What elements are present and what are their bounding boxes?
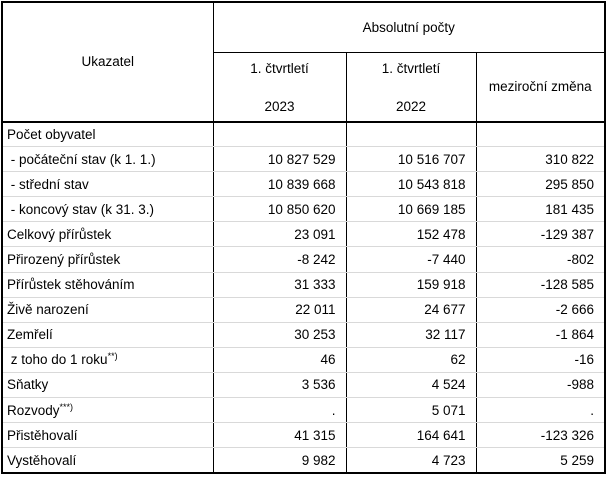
- cell-q1-2023: [212, 120, 347, 148]
- cell-q1-2023: -8 242: [212, 246, 347, 273]
- table-row-snatky: Sňatky 3 536 4 524 -988: [1, 371, 606, 399]
- header-group-absolute-counts: Absolutní počty: [212, 1, 606, 53]
- row-label: - počáteční stav (k 1. 1.): [1, 146, 214, 173]
- header-q1-2023-year: 2023: [264, 98, 295, 114]
- row-label-text: Rozvody: [7, 402, 60, 418]
- cell-change: -129 387: [475, 221, 606, 248]
- table-row-zive-narozeni: Živě narození 22 011 24 677 -2 666: [1, 296, 606, 323]
- row-label: Přirozený přírůstek: [1, 246, 214, 273]
- table-body: Počet obyvatel - počáteční stav (k 1. 1.…: [1, 120, 606, 474]
- cell-change: -1 864: [475, 321, 606, 348]
- row-label: Přírůstek stěhováním: [1, 271, 214, 298]
- row-label: Vystěhovalí: [1, 447, 214, 474]
- cell-change: 5 259: [475, 447, 606, 474]
- table-row-prirustek-stehovanim: Přírůstek stěhováním 31 333 159 918 -128…: [1, 271, 606, 298]
- cell-q1-2023: 23 091: [212, 221, 347, 248]
- cell-q1-2023: .: [212, 397, 347, 424]
- cell-q1-2022: 164 641: [345, 422, 477, 449]
- cell-change: -802: [475, 246, 606, 273]
- table-header: Ukazatel Absolutní počty 1. čtvrtletí 20…: [1, 1, 606, 123]
- cell-change: [475, 120, 606, 148]
- cell-q1-2022: -7 440: [345, 246, 477, 273]
- cell-q1-2022: 10 669 185: [345, 196, 477, 223]
- cell-q1-2022: 159 918: [345, 271, 477, 298]
- cell-q1-2022: 10 516 707: [345, 146, 477, 173]
- table-row-vystehovali: Vystěhovalí 9 982 4 723 5 259: [1, 447, 606, 474]
- table-row-rozvody: Rozvody***) . 5 071 .: [1, 397, 606, 424]
- cell-q1-2022: 62: [345, 346, 477, 373]
- cell-q1-2022: 4 524: [345, 371, 477, 399]
- cell-change: -2 666: [475, 296, 606, 323]
- cell-change: 295 850: [475, 171, 606, 198]
- cell-change: -988: [475, 371, 606, 399]
- cell-change: 310 822: [475, 146, 606, 173]
- table-row-stredni-stav: - střední stav 10 839 668 10 543 818 295…: [1, 171, 606, 198]
- table-row-zemreli: Zemřelí 30 253 32 117 -1 864: [1, 321, 606, 348]
- row-label: Rozvody***): [1, 397, 214, 424]
- row-label: - střední stav: [1, 171, 214, 198]
- header-col-yoy-change: meziroční změna: [475, 51, 606, 123]
- cell-q1-2023: 30 253: [212, 321, 347, 348]
- footnote-mark: ***): [59, 401, 74, 412]
- header-q1-2023-quarter: 1. čtvrtletí: [250, 60, 309, 76]
- table-row-celkovy-prirustek: Celkový přírůstek 23 091 152 478 -129 38…: [1, 221, 606, 248]
- cell-change: -128 585: [475, 271, 606, 298]
- cell-q1-2022: 24 677: [345, 296, 477, 323]
- row-label: Přistěhovalí: [1, 422, 214, 449]
- cell-q1-2023: 46: [212, 346, 347, 373]
- row-label: Celkový přírůstek: [1, 221, 214, 248]
- cell-q1-2023: 31 333: [212, 271, 347, 298]
- row-label-text: z toho do 1 roku: [7, 352, 108, 368]
- table-row-pristehovali: Přistěhovalí 41 315 164 641 -123 326: [1, 422, 606, 449]
- table-row-pocet-obyvatel: Počet obyvatel: [1, 120, 606, 148]
- footnote-mark: **): [107, 351, 118, 362]
- row-label: Živě narození: [1, 296, 214, 323]
- header-q1-2022-year: 2022: [395, 98, 427, 114]
- header-col-q1-2023: 1. čtvrtletí 2023: [212, 51, 347, 123]
- cell-q1-2022: 32 117: [345, 321, 477, 348]
- cell-q1-2023: 10 827 529: [212, 146, 347, 173]
- table-row-pocatecni-stav: - počáteční stav (k 1. 1.) 10 827 529 10…: [1, 146, 606, 173]
- header-indicator: Ukazatel: [1, 1, 214, 123]
- cell-change: 181 435: [475, 196, 606, 223]
- cell-change: .: [475, 397, 606, 424]
- cell-q1-2023: 3 536: [212, 371, 347, 399]
- row-label: Sňatky: [1, 371, 214, 399]
- header-row-sub: 1. čtvrtletí 2023 1. čtvrtletí 2022 mezi…: [2, 51, 606, 123]
- table-row-koncovy-stav: - koncový stav (k 31. 3.) 10 850 620 10 …: [1, 196, 606, 223]
- cell-q1-2022: 5 071: [345, 397, 477, 424]
- cell-q1-2023: 41 315: [212, 422, 347, 449]
- cell-change: -123 326: [475, 422, 606, 449]
- cell-q1-2022: 10 543 818: [345, 171, 477, 198]
- cell-q1-2023: 10 850 620: [212, 196, 347, 223]
- header-q1-2022-quarter: 1. čtvrtletí: [381, 60, 441, 76]
- row-label: - koncový stav (k 31. 3.): [1, 196, 214, 223]
- row-label: Počet obyvatel: [1, 120, 214, 148]
- row-label: z toho do 1 roku**): [1, 346, 214, 373]
- row-label: Zemřelí: [1, 321, 214, 348]
- cell-q1-2022: [345, 120, 477, 148]
- cell-q1-2022: 4 723: [345, 447, 477, 474]
- table-row-prirozeny-prirustek: Přirozený přírůstek -8 242 -7 440 -802: [1, 246, 606, 273]
- cell-q1-2023: 22 011: [212, 296, 347, 323]
- cell-q1-2023: 10 839 668: [212, 171, 347, 198]
- header-row-group: Ukazatel Absolutní počty: [1, 1, 606, 123]
- cell-q1-2022: 152 478: [345, 221, 477, 248]
- table-row-z-toho-do-1-roku: z toho do 1 roku**) 46 62 -16: [1, 346, 606, 373]
- header-col-q1-2022: 1. čtvrtletí 2022: [345, 51, 477, 123]
- cell-change: -16: [475, 346, 606, 373]
- cell-q1-2023: 9 982: [212, 447, 347, 474]
